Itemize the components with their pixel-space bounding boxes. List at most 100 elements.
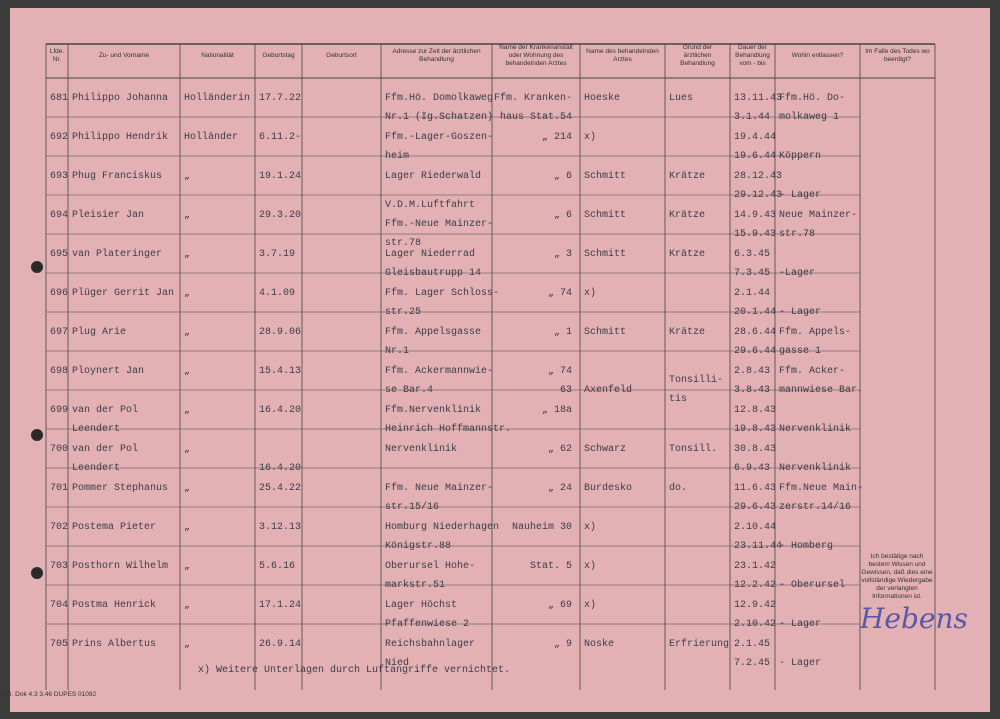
cell-text: „ 6	[554, 210, 572, 221]
cell-text: 2.1.44	[734, 288, 770, 299]
cell-text: 2.10.44	[734, 522, 776, 533]
cell-text: 681	[50, 93, 68, 104]
cell-text: 7.2.45	[734, 658, 770, 669]
cell-text: Königstr.88	[385, 540, 451, 552]
cell-text: „	[184, 600, 190, 611]
cell-text: - Oberursel	[779, 579, 845, 591]
cell-text: 4.1.09	[259, 288, 295, 299]
cell-text: 12.9.42	[734, 600, 776, 611]
cell-text: 2.10.42	[734, 619, 776, 630]
cell-text: „ 214	[542, 132, 572, 143]
cell-text: 3.8.43	[734, 385, 770, 396]
cell-text: Postma Henrick	[72, 599, 156, 611]
column-header: Name der Krankenanstalt oder Wohnung des b…	[499, 44, 573, 67]
cell-text: Schmitt	[584, 209, 626, 221]
cell-text: 6.3.45	[734, 249, 770, 260]
cell-text: Pleisier Jan	[72, 209, 144, 221]
cell-text: 3.1.44	[734, 112, 770, 123]
column-header: Nationalität	[201, 52, 234, 59]
cell-text: Nervenklinik	[779, 423, 851, 435]
column-header: Lfde. Nr.	[50, 48, 65, 63]
cell-text: Leendert	[72, 423, 120, 435]
cell-text: tis	[669, 393, 687, 405]
cell-text: - Lager	[779, 307, 821, 318]
cell-text: - Homberg	[779, 540, 833, 552]
cell-text: 694	[50, 210, 68, 221]
cell-text: 12.8.43	[734, 405, 776, 416]
cell-text: Phug Franciskus	[72, 170, 162, 182]
cell-text: Krätze	[669, 170, 705, 182]
cell-text: Plüger Gerrit Jan	[72, 287, 174, 299]
cell-text: Stat. 5	[530, 561, 572, 572]
cell-text: 29.12.43	[734, 190, 782, 201]
cell-text: Neue Mainzer-	[779, 209, 857, 221]
cell-text: 28.12.43	[734, 171, 782, 182]
cell-text: 19.6.44	[734, 151, 776, 162]
cell-text: 26.9.14	[259, 639, 301, 650]
cell-text: Ffm. Appels-	[779, 326, 851, 338]
declaration: Ich bestätige nach bestem Wissen und Gewis…	[861, 553, 933, 600]
cell-text: „	[184, 405, 190, 416]
cell-text: Ffm. Ackermannwie-	[385, 365, 493, 377]
cell-text: 3.12.13	[259, 522, 301, 533]
cell-text: Posthorn Wilhelm	[72, 560, 168, 572]
cell-text: 29.6.43	[734, 502, 776, 513]
cell-text: str.78	[779, 229, 815, 240]
cell-text: mannwiese Bar.	[779, 384, 863, 396]
punch-hole	[31, 261, 43, 273]
column-header: Geburtstag	[262, 52, 295, 59]
cell-text: Ffm. Neue Mainzer-	[385, 482, 493, 494]
cell-text: Krätze	[669, 326, 705, 338]
cell-text: Lues	[669, 93, 693, 104]
cell-text: x)	[584, 287, 596, 299]
cell-text: zerstr.14/16	[779, 501, 851, 513]
column-header: Grund der ärztlichen Behandlung	[680, 44, 715, 67]
cell-text: „ 1	[554, 327, 572, 338]
cell-text: Nervenklinik	[385, 443, 457, 455]
cell-text: 16.4.20	[259, 405, 301, 416]
cell-text: Ploynert Jan	[72, 365, 144, 377]
cell-text: 20.1.44	[734, 307, 776, 318]
cell-text: Plug Arie	[72, 326, 126, 338]
cell-text: Gleisbautrupp 14	[385, 267, 481, 279]
cell-text: Reichsbahnlager	[385, 638, 475, 650]
cell-text: - Lager	[779, 619, 821, 630]
cell-text: Ffm.Hö. Do-	[779, 92, 845, 104]
punch-hole	[31, 429, 43, 441]
cell-text: „ 62	[548, 444, 572, 455]
cell-text: Homburg Niederhagen	[385, 521, 499, 533]
cell-text: 701	[50, 483, 68, 494]
cell-text: „ 24	[548, 483, 572, 494]
column-header: Geburtsort	[326, 52, 357, 59]
cell-text: 696	[50, 288, 68, 299]
cell-text: „	[184, 444, 190, 455]
cell-text: Philippo Johanna	[72, 92, 168, 104]
cell-text: Prins Albertus	[72, 638, 156, 650]
cell-text: 29.3.20	[259, 210, 301, 221]
cell-text: van der Pol	[72, 443, 138, 455]
cell-text: Köppern	[779, 150, 821, 162]
column-header: Im Falle des Todes wo beerdigt?	[865, 48, 930, 63]
cell-text: Holländer	[184, 131, 238, 143]
cell-text: 692	[50, 132, 68, 143]
cell-text: „	[184, 210, 190, 221]
cell-text: 705	[50, 639, 68, 650]
cell-text: 19.8.43	[734, 424, 776, 435]
footnote: x) Weitere Unterlagen durch Luftangriffe…	[198, 664, 510, 676]
cell-text: „ 9	[554, 639, 572, 650]
cell-text: Tonsill.	[669, 443, 717, 455]
cell-text: gasse 1	[779, 346, 821, 357]
cell-text: 17.1.24	[259, 600, 301, 611]
cell-text: x)	[584, 131, 596, 143]
cell-text: Krätze	[669, 209, 705, 221]
cell-text: Pfaffenwiese 2	[385, 618, 469, 630]
cell-text: str.25	[385, 307, 421, 318]
cell-text: Tonsilli-	[669, 374, 723, 386]
cell-text: Postema Pieter	[72, 521, 156, 533]
cell-text: Leendert	[72, 462, 120, 474]
cell-text: 30.8.43	[734, 444, 776, 455]
cell-text: Ffm. Appelsgasse	[385, 326, 481, 338]
cell-text: Ffm. Kranken-	[494, 92, 572, 104]
cell-text: Ffm.Neue Main-	[779, 482, 863, 494]
cell-text: „ 3	[554, 249, 572, 260]
